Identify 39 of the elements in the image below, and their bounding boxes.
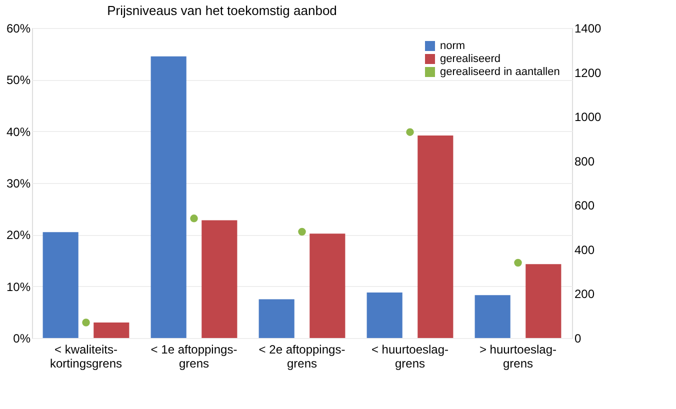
bar: [94, 322, 130, 338]
x-tick-label: < huurtoeslag- grens: [371, 342, 449, 370]
y2-tick-label: 200: [574, 287, 595, 302]
y-tick-label: 60%: [6, 22, 31, 36]
bar: [202, 220, 238, 338]
y2-tick-label: 1200: [574, 66, 602, 80]
bar: [418, 135, 454, 338]
chart-title: Prijsniveaus van het toekomstig aanbod: [107, 3, 337, 18]
y2-tick-label: 800: [574, 154, 595, 168]
y2-tick-label: 1000: [574, 110, 602, 124]
y2-tick-label: 600: [574, 198, 595, 213]
y2-tick-label: 0: [574, 332, 582, 346]
point: [298, 228, 306, 236]
y-tick-label: 0%: [13, 332, 31, 346]
legend-label: norm: [440, 40, 466, 52]
y-tick-label: 50%: [6, 73, 31, 88]
y-tick-label: 20%: [6, 228, 31, 242]
bar: [258, 299, 294, 338]
x-tick-label: < 2e aftoppings- grens: [258, 342, 346, 370]
bar: [150, 56, 186, 338]
bar: [310, 234, 346, 338]
bar: [42, 232, 78, 338]
y-tick-label: 10%: [6, 280, 31, 294]
y2-tick-label: 400: [574, 242, 595, 257]
bar: [366, 292, 402, 338]
point: [514, 258, 522, 267]
x-tick-label: < 1e aftoppings- grens: [150, 342, 238, 370]
point: [406, 128, 414, 136]
point: [190, 214, 198, 222]
y-tick-label: 40%: [6, 124, 31, 139]
bar: [474, 295, 510, 338]
y2-tick-label: 1400: [574, 22, 602, 36]
bar: [526, 264, 562, 338]
x-tick-label: < kwaliteits- kortingsgrens: [50, 342, 122, 370]
y-tick-label: 30%: [6, 176, 31, 190]
legend-label: gerealiseerd in aantallen: [440, 66, 560, 78]
point: [82, 318, 90, 326]
x-tick-label: > huurtoeslag- grens: [479, 342, 557, 370]
legend-label: gerealiseerd: [440, 53, 501, 65]
